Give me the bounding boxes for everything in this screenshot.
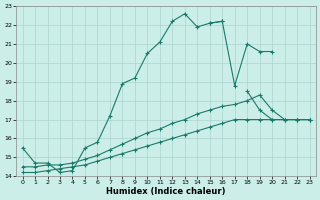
X-axis label: Humidex (Indice chaleur): Humidex (Indice chaleur) — [106, 187, 226, 196]
